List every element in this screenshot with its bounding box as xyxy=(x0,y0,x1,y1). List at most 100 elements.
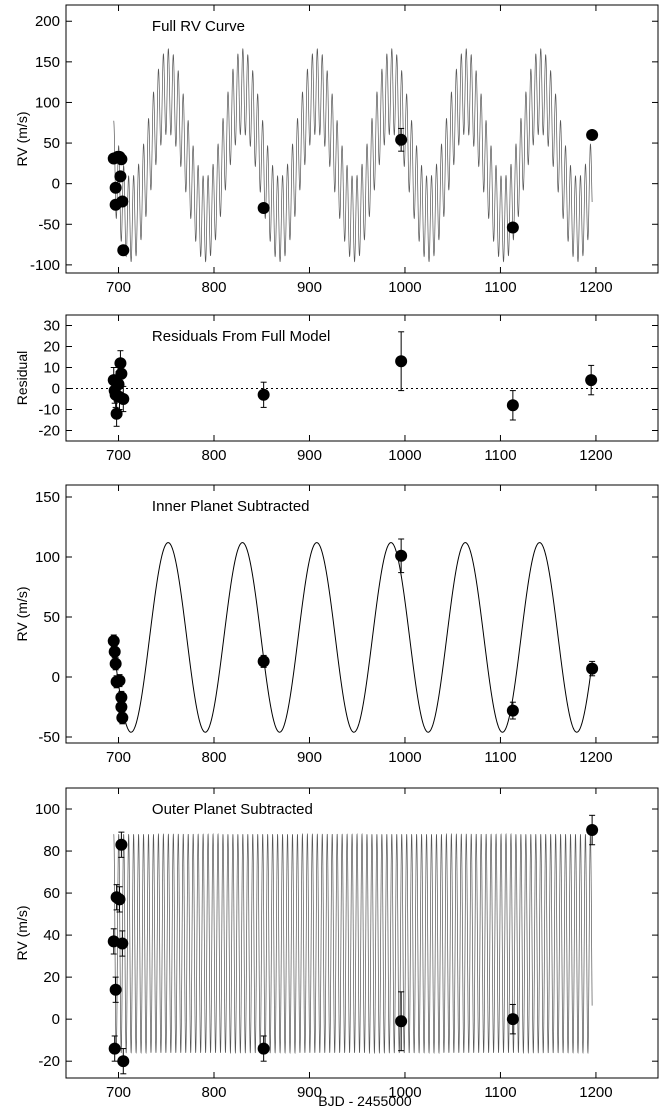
data-point xyxy=(506,1013,519,1026)
data-point xyxy=(109,181,122,194)
y-tick-label: 0 xyxy=(52,381,60,398)
x-tick-label: 900 xyxy=(297,447,322,464)
data-point xyxy=(257,202,270,215)
y-tick-label: -10 xyxy=(38,402,60,419)
x-tick-label: 700 xyxy=(106,1084,131,1101)
data-point xyxy=(116,195,129,208)
plot-frame xyxy=(65,787,659,1079)
x-tick-label: 800 xyxy=(201,447,226,464)
data-point xyxy=(257,1042,270,1055)
y-tick-label: -50 xyxy=(38,729,60,746)
y-tick-label: 100 xyxy=(35,549,60,566)
data-point xyxy=(506,704,519,717)
x-tick-label: 1000 xyxy=(388,279,421,296)
data-point xyxy=(114,170,127,183)
data-point xyxy=(115,691,128,704)
data-point xyxy=(117,244,130,257)
data-point xyxy=(117,393,130,405)
data-point xyxy=(585,374,598,387)
panel-title: Residuals From Full Model xyxy=(152,328,330,345)
x-tick-label: 1100 xyxy=(484,1084,516,1101)
data-point xyxy=(113,674,126,687)
data-point xyxy=(257,388,270,401)
x-tick-label: 700 xyxy=(106,447,131,464)
data-point xyxy=(113,893,126,906)
data-point xyxy=(395,549,408,562)
data-point xyxy=(116,711,129,724)
data-point xyxy=(115,153,128,166)
y-tick-label: 20 xyxy=(43,339,60,356)
panel-2: 700 800 900 1000 1100 1200 -20 -10 0 10 20 30 Residu… xyxy=(14,314,659,464)
data-point xyxy=(257,655,270,668)
y-tick-label: 0 xyxy=(52,1011,60,1028)
panel-1: 700 800 900 1000 1100 1200 -100 -50 0 50 100 150 200… xyxy=(14,4,659,296)
x-tick-label: 900 xyxy=(297,1084,322,1101)
data-point xyxy=(395,355,408,368)
x-tick-label: 800 xyxy=(201,1084,226,1101)
data-point xyxy=(395,1015,408,1028)
y-tick-label: -20 xyxy=(38,1053,60,1070)
x-tick-label: 1000 xyxy=(388,1084,421,1101)
x-axis-label: BJD - 2455000 xyxy=(318,1093,412,1109)
data-point xyxy=(115,367,128,380)
x-tick-label: 900 xyxy=(297,279,322,296)
y-tick-label: 30 xyxy=(43,318,60,335)
y-tick-label: 200 xyxy=(35,13,60,30)
x-tick-label: 1100 xyxy=(484,279,516,296)
x-tick-label: 1200 xyxy=(579,279,612,296)
data-point xyxy=(506,399,519,412)
data-point xyxy=(115,838,128,851)
y-tick-label: 100 xyxy=(35,801,60,818)
model-curve xyxy=(113,832,593,1055)
data-point xyxy=(109,983,122,996)
y-tick-label: 80 xyxy=(43,843,60,860)
y-tick-label: 50 xyxy=(43,135,60,152)
x-tick-label: 1000 xyxy=(388,447,421,464)
y-tick-label: -100 xyxy=(30,257,60,274)
data-point xyxy=(586,128,599,141)
y-tick-label: 40 xyxy=(43,927,60,944)
y-tick-label: 20 xyxy=(43,969,60,986)
model-curve xyxy=(113,48,593,263)
data-point xyxy=(109,657,122,670)
x-tick-label: 1200 xyxy=(579,749,612,766)
y-tick-label: -20 xyxy=(38,423,60,440)
x-tick-label: 1200 xyxy=(579,1084,612,1101)
data-point xyxy=(395,133,408,146)
y-tick-label: 0 xyxy=(52,176,60,193)
y-tick-label: 50 xyxy=(43,609,60,626)
data-point xyxy=(117,1055,130,1068)
y-tick-label: 100 xyxy=(35,94,60,111)
plot-frame xyxy=(65,314,659,442)
y-tick-label: 60 xyxy=(43,885,60,902)
x-tick-label: 1100 xyxy=(484,749,516,766)
panel-3: 700 800 900 1000 1100 1200 -50 0 50 100 150 RV (m/s… xyxy=(14,484,659,766)
data-point xyxy=(116,937,129,950)
data-point xyxy=(115,701,128,713)
y-tick-label: 0 xyxy=(52,669,60,686)
y-axis-label: Residual xyxy=(14,351,30,405)
data-point xyxy=(108,645,121,658)
plot-frame xyxy=(65,4,659,274)
model-curve xyxy=(113,542,593,733)
panel-title: Full RV Curve xyxy=(152,18,245,35)
x-tick-label: 700 xyxy=(106,749,131,766)
data-point xyxy=(110,407,123,420)
data-point xyxy=(114,357,127,370)
y-tick-label: -50 xyxy=(38,216,60,233)
data-point xyxy=(586,824,599,837)
panel-title: Outer Planet Subtracted xyxy=(152,801,313,818)
data-point xyxy=(107,635,120,647)
panel-4: 700 800 900 1000 1100 1200 -20 0 20 40 60 80 100 RV (… xyxy=(14,787,659,1101)
y-tick-label: 150 xyxy=(35,489,60,506)
y-tick-label: 150 xyxy=(35,54,60,71)
x-tick-label: 1100 xyxy=(484,447,516,464)
data-point xyxy=(586,662,599,675)
x-tick-label: 1200 xyxy=(579,447,612,464)
x-tick-label: 900 xyxy=(297,749,322,766)
plot-frame xyxy=(65,484,659,744)
panel-title: Inner Planet Subtracted xyxy=(152,498,310,515)
data-point xyxy=(108,1042,121,1055)
x-tick-label: 800 xyxy=(201,279,226,296)
